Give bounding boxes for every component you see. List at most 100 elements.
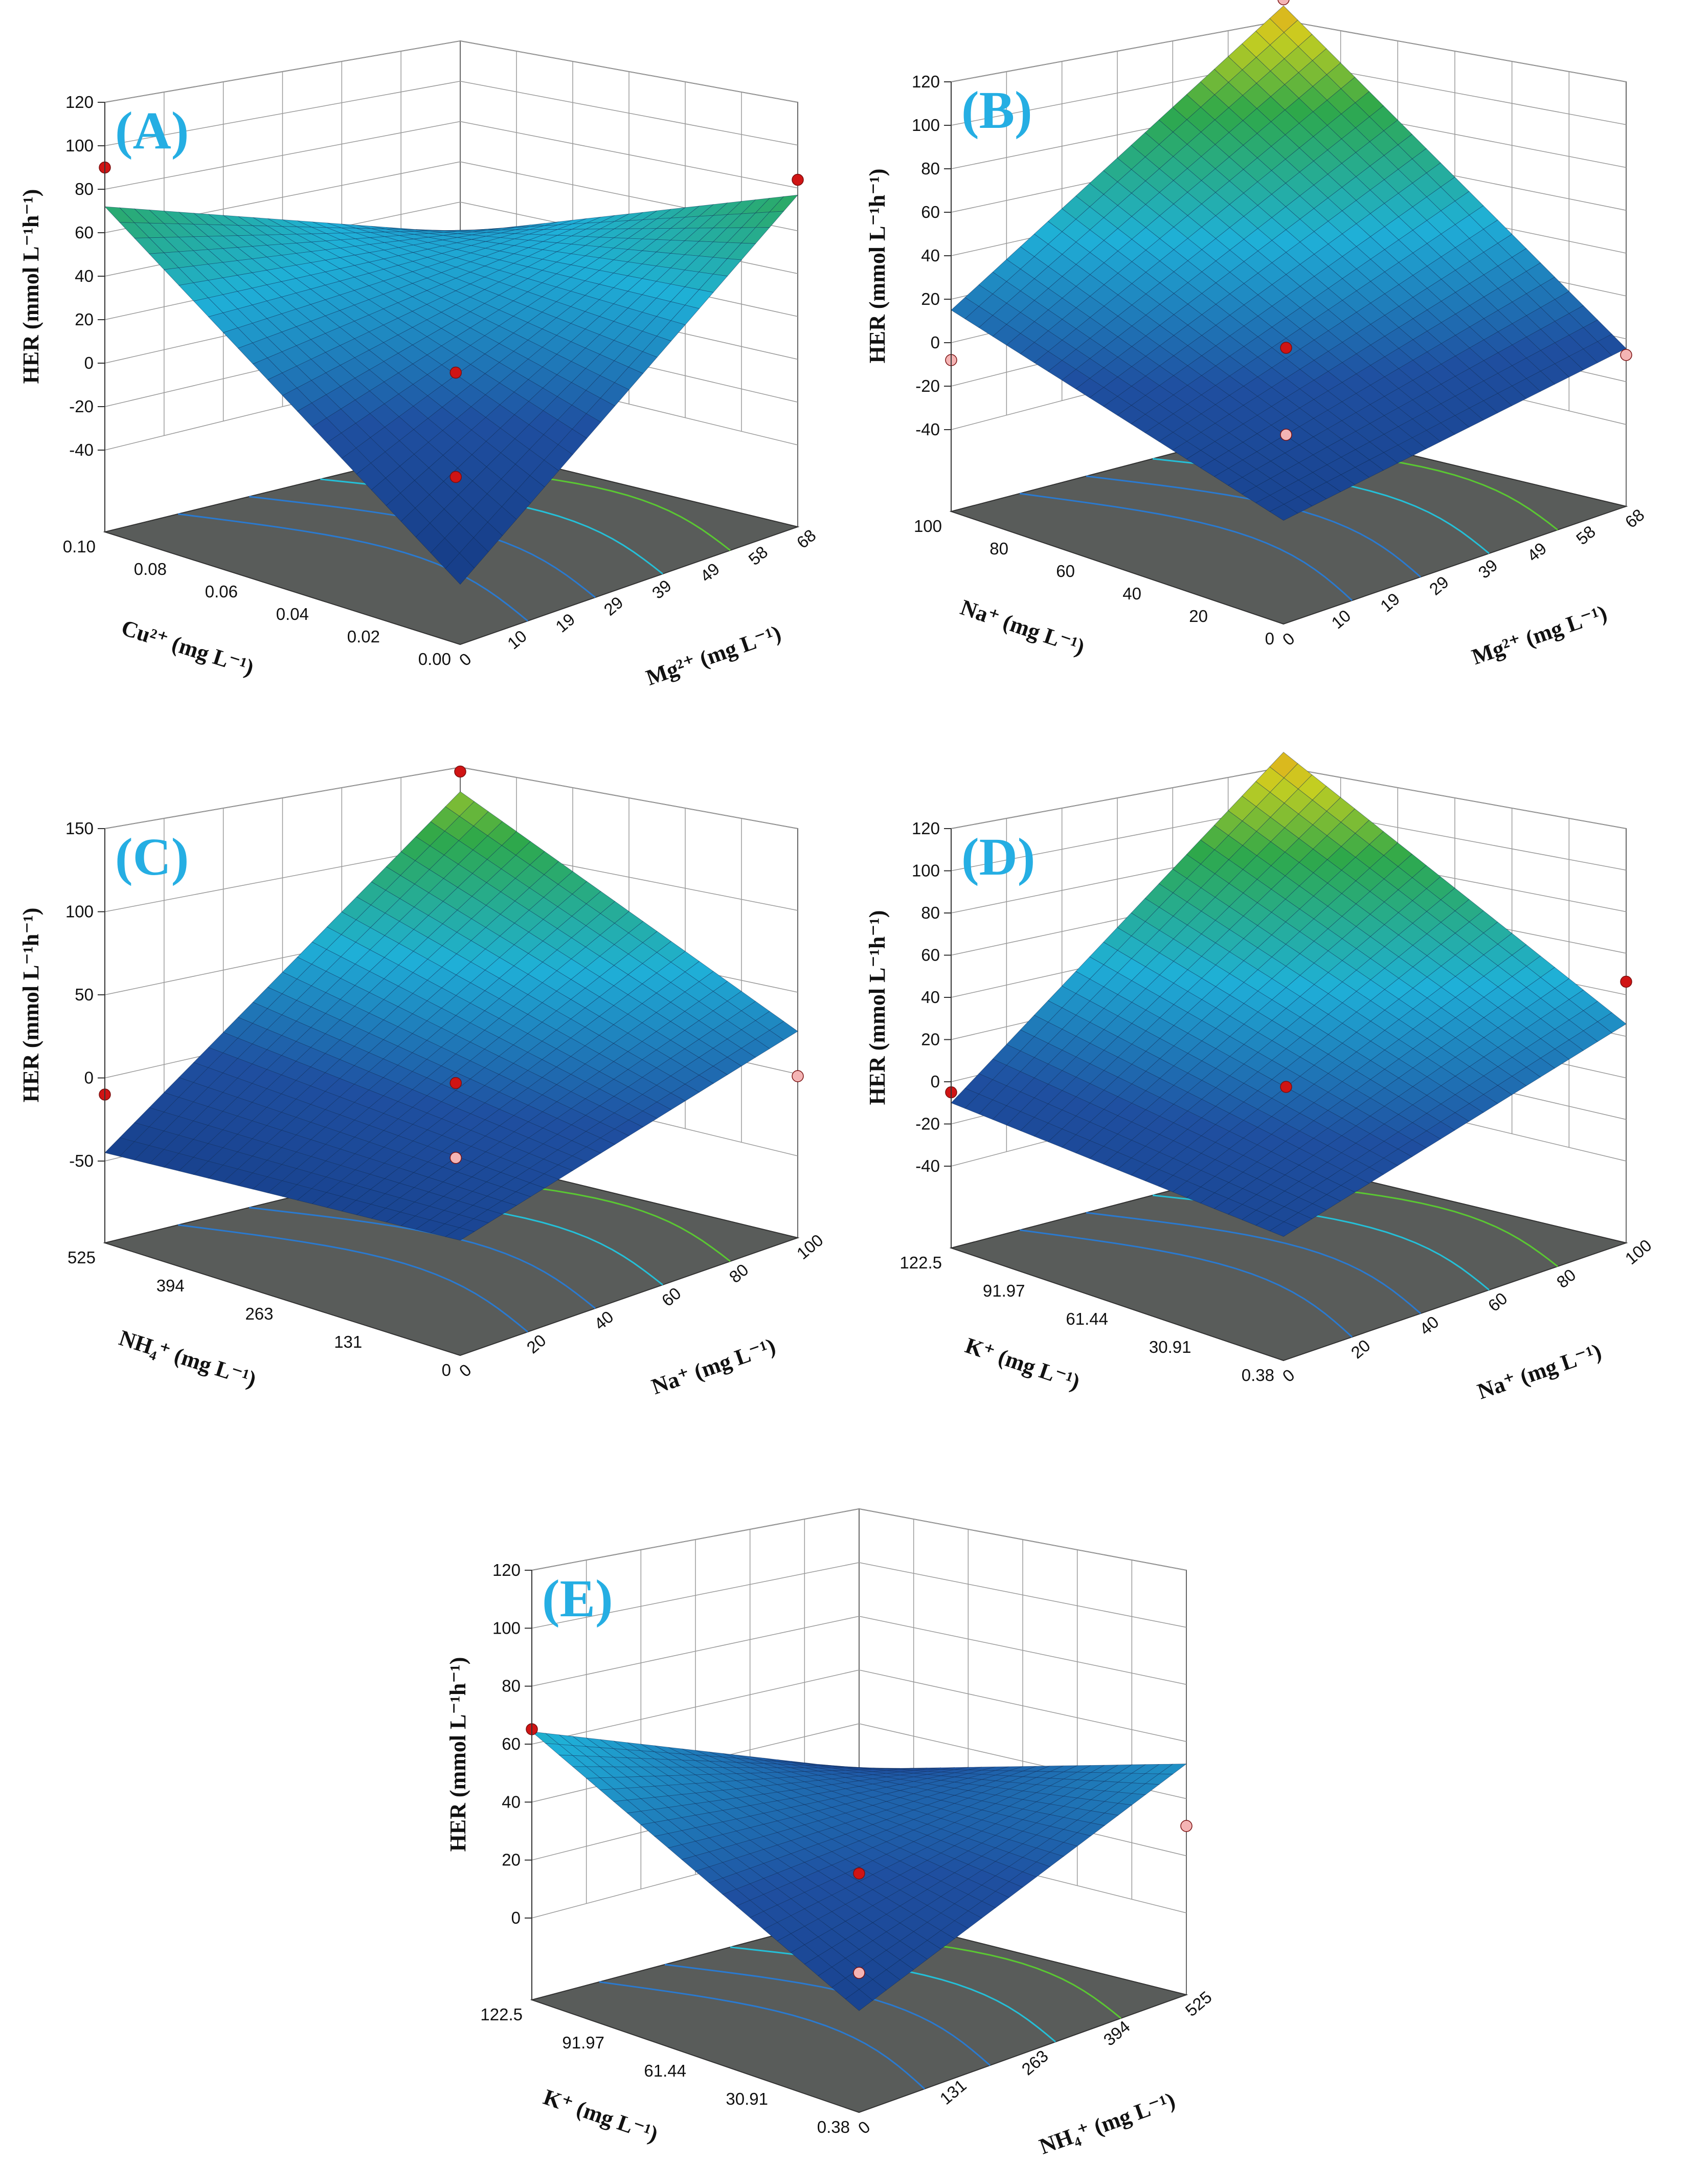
z-tick-label: 20 xyxy=(921,1030,940,1049)
z-tick-label: 100 xyxy=(912,116,940,135)
z-tick-label: 60 xyxy=(921,203,940,221)
z-tick-label: 120 xyxy=(492,1561,521,1579)
z-tick-label: 80 xyxy=(502,1677,521,1696)
response-surface xyxy=(951,5,1627,521)
left-axis-tick-label: 0.38 xyxy=(1242,1366,1274,1385)
panel-label: (B) xyxy=(961,81,1032,140)
z-tick-label: 20 xyxy=(921,289,940,308)
z-tick-label: 0 xyxy=(84,1068,94,1087)
panel-4: 120 100 80 60 40 20 0 -20 -40 HER (mmol L⁻¹h⁻¹) 0.… xyxy=(865,752,1655,1404)
z-tick-label: -20 xyxy=(915,376,940,395)
left-axis-tick-label: 100 xyxy=(914,517,942,536)
z-tick-label: 100 xyxy=(65,136,94,155)
right-axis-title: NH₄⁺ (mg L⁻¹) xyxy=(1036,2087,1178,2159)
left-axis-tick-label: 60 xyxy=(1056,562,1075,581)
right-axis-tick-label: 0 xyxy=(854,2117,874,2137)
right-axis-tick-label: 0 xyxy=(1279,629,1298,649)
z-axis-title: HER (mmol L⁻¹h⁻¹) xyxy=(445,1657,470,1852)
surface-cell xyxy=(1269,1221,1298,1237)
right-axis-tick-label: 68 xyxy=(793,525,820,552)
right-axis-tick-label: 20 xyxy=(523,1330,550,1357)
z-tick-label: 40 xyxy=(921,246,940,265)
panel-label: (E) xyxy=(542,1569,613,1628)
left-axis-tick-label: 0.06 xyxy=(205,582,238,601)
floor-contour xyxy=(1086,1212,1421,1314)
left-axis-title: K⁺ (mg L⁻¹) xyxy=(962,1333,1083,1395)
design-point xyxy=(1620,975,1632,988)
z-tick-label: 100 xyxy=(492,1618,521,1637)
floor-contour xyxy=(178,1224,528,1333)
z-tick-label: -20 xyxy=(915,1115,940,1133)
right-axis-tick-label: 39 xyxy=(1475,555,1501,582)
floor-contour xyxy=(1019,493,1353,601)
left-axis-tick-label: 0.38 xyxy=(817,2118,850,2136)
design-point xyxy=(1280,1081,1292,1093)
design-point xyxy=(454,765,466,778)
right-axis-title: Na⁺ (mg L⁻¹) xyxy=(648,1333,779,1399)
right-axis-tick-label: 49 xyxy=(696,559,723,586)
left-axis-tick-label: 61.44 xyxy=(644,2061,686,2080)
left-axis-tick-label: 0.00 xyxy=(418,650,451,668)
right-axis-tick-label: 39 xyxy=(648,576,675,603)
design-point xyxy=(449,366,462,379)
panel-label: (D) xyxy=(961,828,1035,886)
z-tick-label: 100 xyxy=(912,861,940,880)
z-axis-title: HER (mmol L⁻¹h⁻¹) xyxy=(18,908,43,1103)
z-tick-label: -20 xyxy=(69,397,94,416)
right-axis-tick-label: 40 xyxy=(1416,1312,1443,1339)
left-axis-tick-label: 131 xyxy=(334,1332,362,1351)
right-axis-tick-label: 80 xyxy=(726,1260,752,1286)
z-tick-label: 120 xyxy=(912,72,940,91)
design-point xyxy=(1280,342,1292,354)
left-axis-tick-label: 0 xyxy=(1265,629,1274,648)
z-tick-label: 0 xyxy=(931,333,940,352)
z-tick-label: 120 xyxy=(65,93,94,112)
left-axis-tick-label: 0 xyxy=(442,1361,451,1379)
right-axis-tick-label: 0 xyxy=(456,1360,475,1380)
floor-contour xyxy=(1086,475,1421,578)
left-axis-tick-label: 263 xyxy=(245,1304,273,1323)
left-axis-title: Cu²⁺ (mg L⁻¹) xyxy=(119,615,257,680)
left-axis-tick-label: 30.91 xyxy=(726,2089,768,2108)
response-surface xyxy=(531,1731,1187,2011)
panel-5: 120 100 80 60 40 20 0 HER (mmol L⁻¹h⁻¹) 0.38 30.9… xyxy=(445,1508,1216,2159)
response-surface xyxy=(104,791,798,1241)
z-tick-label: 80 xyxy=(75,180,94,198)
design-point xyxy=(853,1867,865,1880)
design-point xyxy=(853,1967,865,1979)
floor-contour xyxy=(1019,1229,1353,1338)
design-point xyxy=(449,1152,462,1164)
surface-cell xyxy=(445,552,475,585)
left-axis-tick-label: 40 xyxy=(1122,584,1141,603)
right-axis-tick-label: 19 xyxy=(1377,589,1403,616)
left-axis-tick-label: 20 xyxy=(1189,607,1208,626)
right-axis-tick-label: 60 xyxy=(658,1283,685,1310)
left-axis-tick-label: 91.97 xyxy=(562,2033,604,2052)
left-axis-tick-label: 91.97 xyxy=(983,1281,1025,1300)
left-axis-tick-label: 30.91 xyxy=(1149,1338,1191,1356)
left-axis-tick-label: 122.5 xyxy=(480,2005,523,2024)
right-axis-tick-label: 0 xyxy=(1279,1365,1298,1386)
z-axis-title: HER (mmol L⁻¹h⁻¹) xyxy=(865,169,890,364)
design-point xyxy=(449,471,462,483)
z-axis-title: HER (mmol L⁻¹h⁻¹) xyxy=(865,910,890,1105)
surface-cell xyxy=(845,1989,873,2011)
design-point xyxy=(449,1077,462,1089)
z-tick-label: 60 xyxy=(75,223,94,242)
left-axis-tick-label: 525 xyxy=(68,1248,96,1267)
design-point xyxy=(1277,0,1290,6)
z-tick-label: 0 xyxy=(84,353,94,372)
panel-label: (C) xyxy=(115,828,189,886)
floor-contour xyxy=(599,1981,926,2090)
design-point xyxy=(1180,1820,1193,1832)
z-tick-label: 50 xyxy=(75,985,94,1004)
right-axis-tick-label: 58 xyxy=(745,542,771,569)
z-tick-label: 20 xyxy=(502,1851,521,1869)
design-point xyxy=(792,173,804,186)
z-tick-label: 80 xyxy=(921,159,940,178)
design-point xyxy=(1620,349,1632,361)
right-axis-tick-label: 0 xyxy=(456,649,475,670)
